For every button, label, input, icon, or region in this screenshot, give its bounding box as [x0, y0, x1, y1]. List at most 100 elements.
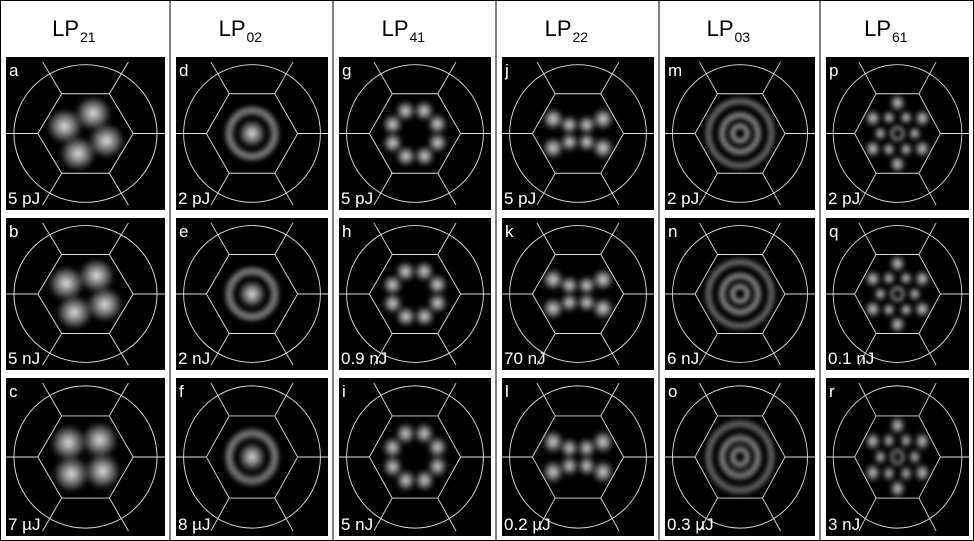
- intensity-lobe: [396, 101, 416, 121]
- mode-image: [659, 57, 821, 210]
- intensity-lobe: [383, 457, 403, 478]
- intensity-lobe: [865, 301, 881, 318]
- mode-image: [820, 378, 974, 536]
- column-header-subscript: 21: [80, 29, 96, 45]
- mode-image: [333, 378, 497, 536]
- panel-letter: a: [9, 61, 19, 80]
- intensity-lobe: [890, 417, 906, 434]
- intensity-lobe: [882, 143, 895, 157]
- intensity-lobe: [914, 110, 930, 127]
- panel-letter: e: [179, 222, 188, 241]
- pulse-energy: 2 pJ: [667, 189, 699, 208]
- intensity-lobe: [76, 97, 111, 131]
- mode-image: [496, 378, 660, 536]
- intensity-lobe: [900, 271, 913, 285]
- intensity-lobe: [383, 294, 403, 314]
- column-header-subscript: 02: [247, 29, 263, 45]
- panel-letter: k: [505, 222, 514, 241]
- intensity-lobe: [865, 433, 881, 450]
- pulse-energy: 2 pJ: [178, 189, 210, 208]
- panel-letter: j: [504, 61, 509, 80]
- intensity-lobe: [914, 270, 930, 287]
- column-header-subscript: 61: [892, 29, 908, 45]
- panel-letter: q: [829, 222, 838, 241]
- intensity-lobe: [49, 267, 84, 300]
- pulse-energy: 3 nJ: [828, 515, 860, 534]
- pulse-energy: 2 nJ: [178, 349, 210, 368]
- column-header-subscript: 03: [735, 29, 751, 45]
- intensity-lobe: [428, 114, 448, 134]
- intensity-lobe: [238, 280, 265, 307]
- intensity-lobe: [396, 423, 416, 444]
- intensity-lobe: [238, 120, 265, 148]
- panel-letter: l: [505, 382, 509, 401]
- pulse-energy: 0.9 nJ: [341, 349, 387, 368]
- pulse-energy: 8 µJ: [178, 515, 210, 534]
- panel-letter: f: [179, 382, 184, 401]
- intensity-lobe: [396, 262, 416, 282]
- pulse-energy: 7 µJ: [8, 515, 40, 534]
- intensity-lobe: [900, 303, 913, 317]
- intensity-lobe: [890, 156, 906, 173]
- intensity-lobe: [238, 443, 265, 471]
- panel-letter: n: [668, 222, 677, 241]
- pulse-energy: 0.2 µJ: [504, 515, 551, 534]
- column-header: LP: [219, 16, 246, 41]
- pulse-energy: 5 pJ: [504, 189, 536, 208]
- panel-letter: g: [342, 61, 351, 80]
- column-header: LP: [382, 16, 409, 41]
- intensity-lobe: [57, 296, 92, 329]
- pulse-energy: 6 nJ: [667, 349, 699, 368]
- intensity-lobe: [874, 287, 887, 301]
- intensity-lobe: [900, 143, 913, 157]
- mode-image: [0, 378, 171, 536]
- intensity-lobe: [428, 437, 448, 458]
- panel-letter: c: [9, 382, 18, 401]
- pulse-energy: 5 nJ: [341, 515, 373, 534]
- intensity-lobe: [900, 111, 913, 125]
- intensity-lobe: [383, 133, 403, 153]
- intensity-lobe: [415, 146, 435, 166]
- intensity-lobe: [882, 433, 895, 447]
- pulse-energy: 0.1 nJ: [828, 349, 874, 368]
- intensity-lobe: [882, 111, 895, 125]
- pulse-energy: 0.3 µJ: [667, 515, 714, 534]
- mode-image: [820, 57, 974, 210]
- panel-letter: m: [668, 61, 682, 80]
- intensity-lobe: [874, 127, 887, 141]
- intensity-lobe: [882, 303, 895, 317]
- pulse-energy: 70 nJ: [504, 349, 546, 368]
- mode-image: [659, 218, 821, 370]
- intensity-lobe: [865, 140, 881, 157]
- pulse-energy: 5 nJ: [8, 349, 40, 368]
- intensity-lobe: [428, 275, 448, 295]
- intensity-lobe: [54, 457, 89, 492]
- column-header: LP: [707, 16, 734, 41]
- intensity-lobe: [908, 450, 921, 464]
- panel-letter: p: [829, 61, 838, 80]
- intensity-lobe: [865, 110, 881, 127]
- intensity-lobe: [900, 466, 913, 480]
- intensity-lobe: [874, 450, 887, 464]
- mode-image: [170, 218, 334, 370]
- intensity-lobe: [890, 255, 906, 272]
- intensity-lobe: [85, 454, 120, 489]
- intensity-lobe: [882, 466, 895, 480]
- intensity-lobe: [882, 271, 895, 285]
- figure: LP21a5 pJb5 nJc7 µJLP02d2 pJe2 nJf8 µJLP…: [0, 0, 974, 541]
- intensity-lobe: [890, 316, 906, 333]
- mode-image: [496, 57, 660, 210]
- pulse-energy: 2 pJ: [828, 189, 860, 208]
- panel-letter: b: [9, 222, 18, 241]
- panel-letter: d: [179, 61, 188, 80]
- mode-image: [659, 378, 821, 536]
- mode-image: [170, 57, 334, 210]
- mode-image: [0, 218, 171, 370]
- intensity-lobe: [914, 301, 930, 318]
- intensity-lobe: [79, 259, 114, 292]
- pulse-energy: 5 pJ: [341, 189, 373, 208]
- column-header: LP: [864, 16, 891, 41]
- intensity-lobe: [87, 288, 122, 321]
- panel-letter: r: [829, 382, 835, 401]
- intensity-lobe: [415, 307, 435, 327]
